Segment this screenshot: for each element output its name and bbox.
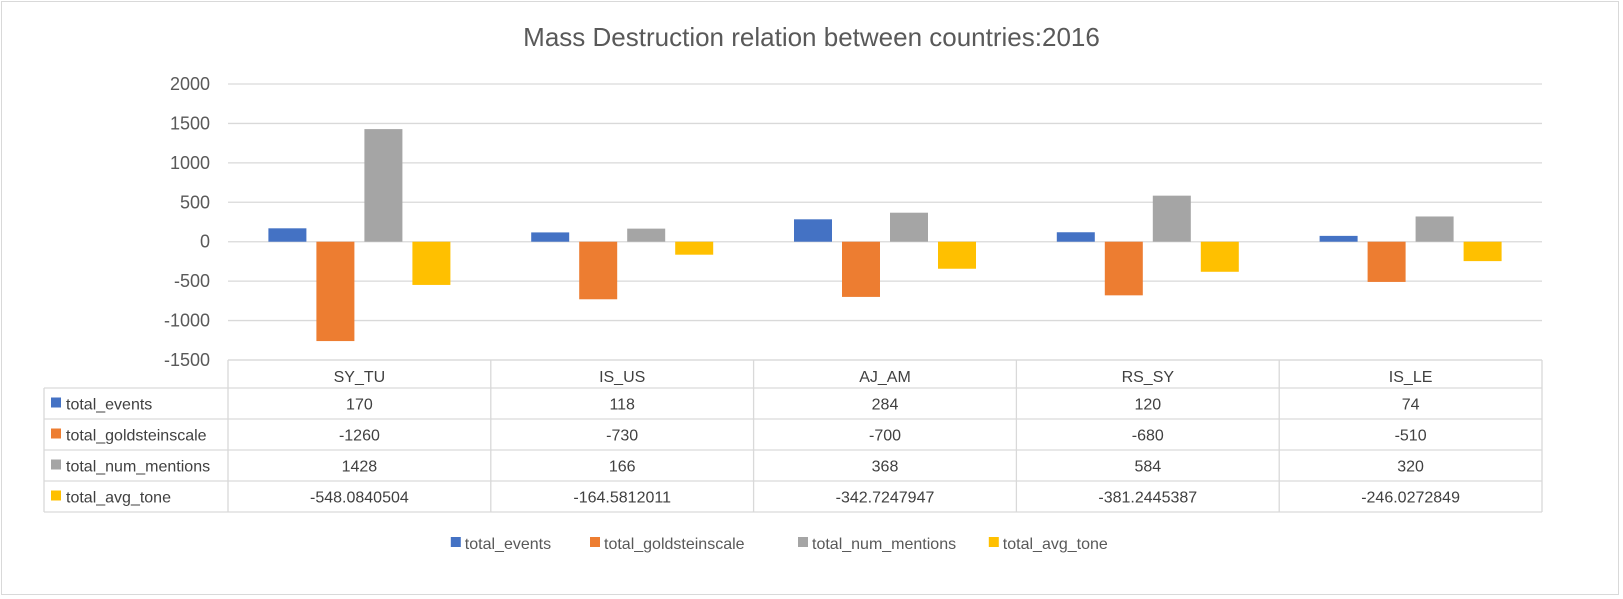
table-cell: 118 (609, 397, 635, 414)
chart-title: Mass Destruction relation between countr… (523, 22, 1100, 52)
table-row-label: total_goldsteinscale (66, 428, 207, 445)
data-table: SY_TU IS_US AJ_AM RS_SY IS_LE total_events 170… (43, 359, 1543, 513)
y-axis-ticks: 2000 1500 1000 500 0 -500 -1000 -1500 (164, 74, 210, 370)
category-label: IS_LE (1389, 369, 1433, 386)
table-cell: 584 (1134, 459, 1161, 476)
table-cell: -164.5812011 (573, 490, 671, 507)
gridlines (228, 83, 1542, 361)
bar-total_num_mentions-RS_SY (1152, 195, 1191, 242)
category-label: IS_US (599, 369, 645, 386)
legend-label: total_num_mentions (812, 536, 956, 553)
table-cell: 170 (346, 397, 373, 414)
bar-total_num_mentions-IS_LE (1415, 216, 1454, 242)
table-cell: -548.0840504 (310, 490, 409, 507)
bar-total_goldsteinscale-SY_TU (316, 241, 355, 342)
category-label: SY_TU (334, 369, 386, 386)
bar-total_avg_tone-AJ_AM (938, 241, 976, 269)
table-cell: 320 (1397, 459, 1424, 476)
bar-total_events-IS_US (531, 232, 570, 242)
bar-total_goldsteinscale-RS_SY (1104, 241, 1143, 296)
y-tick-label: 1000 (170, 153, 210, 173)
bar-total_goldsteinscale-IS_US (579, 241, 618, 300)
table-cell: -700 (869, 428, 901, 445)
y-tick-label: 500 (180, 192, 210, 212)
table-cell: -342.7247947 (836, 490, 935, 507)
bar-total_avg_tone-IS_LE (1463, 241, 1502, 262)
legend: total_events total_goldsteinscale total_nu… (450, 536, 1108, 553)
table-cell: 1428 (342, 459, 378, 476)
table-cell: -730 (606, 428, 638, 445)
y-tick-label: -1000 (164, 311, 210, 331)
table-legend-key (51, 490, 61, 501)
y-tick-label: 1500 (170, 113, 210, 133)
table-cell: -680 (1132, 428, 1164, 445)
bar-total_num_mentions-IS_US (627, 228, 666, 242)
category-label: AJ_AM (859, 369, 911, 386)
bar-total_avg_tone-SY_TU (412, 241, 451, 285)
bar-total_events-IS_LE (1319, 235, 1358, 242)
table-legend-key (51, 397, 61, 408)
y-tick-label: 0 (200, 232, 210, 252)
table-cell: -246.0272849 (1361, 490, 1460, 507)
y-tick-label: -500 (174, 271, 210, 291)
legend-swatch (798, 537, 808, 547)
legend-swatch (590, 537, 600, 547)
table-legend-key (51, 459, 61, 470)
bar-total_num_mentions-AJ_AM (890, 212, 928, 242)
legend-swatch (450, 537, 461, 547)
y-tick-label: -1500 (164, 350, 210, 370)
table-cell: 74 (1402, 397, 1420, 414)
bar-total_events-AJ_AM (794, 219, 832, 242)
category-label: RS_SY (1122, 369, 1175, 386)
table-cell: -381.2445387 (1098, 490, 1197, 507)
table-row-label: total_events (66, 397, 152, 414)
y-tick-label: 2000 (170, 74, 210, 94)
table-cell: 368 (872, 459, 899, 476)
table-row-label: total_avg_tone (66, 490, 171, 507)
bar-total_goldsteinscale-AJ_AM (842, 241, 880, 297)
table-cell: 120 (1134, 397, 1161, 414)
bar-total_events-SY_TU (268, 228, 307, 242)
table-cell: -510 (1395, 428, 1427, 445)
legend-label: total_goldsteinscale (604, 536, 745, 553)
bar-total_goldsteinscale-IS_LE (1367, 241, 1406, 282)
bars (268, 129, 1502, 342)
legend-label: total_events (465, 536, 551, 553)
table-row-label: total_num_mentions (66, 459, 210, 476)
table-legend-key (51, 428, 61, 439)
legend-label: total_avg_tone (1003, 536, 1108, 553)
table-cell: 284 (872, 397, 899, 414)
bar-total_avg_tone-RS_SY (1200, 241, 1239, 272)
bar-total_avg_tone-IS_US (675, 241, 714, 255)
legend-swatch (988, 537, 999, 547)
bar-total_num_mentions-SY_TU (364, 129, 403, 242)
table-cell: -1260 (339, 428, 380, 445)
table-cell: 166 (609, 459, 636, 476)
bar-total_events-RS_SY (1056, 232, 1095, 242)
